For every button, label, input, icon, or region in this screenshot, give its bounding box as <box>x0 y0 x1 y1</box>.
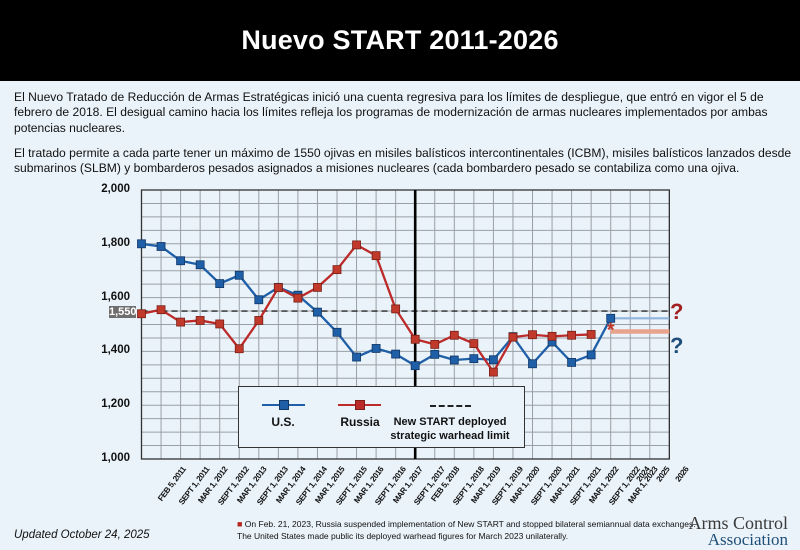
svg-text:*: * <box>607 319 615 341</box>
